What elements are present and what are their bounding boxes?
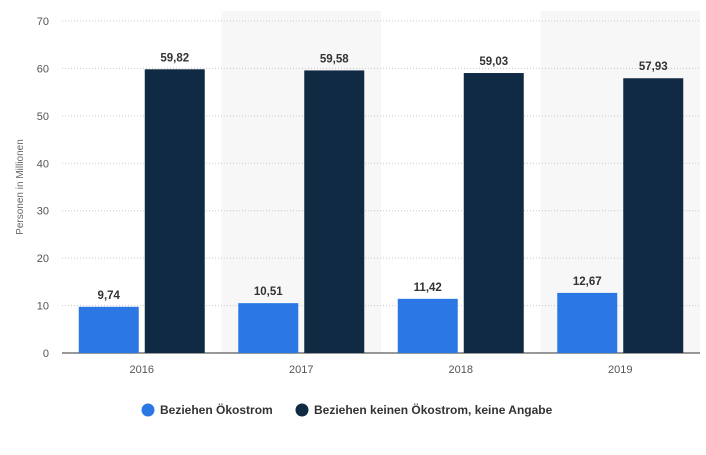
legend-label: Beziehen keinen Ökostrom, keine Angabe xyxy=(314,402,553,417)
y-tick-labels: 0 10 20 30 40 50 60 70 xyxy=(37,16,49,360)
bar-kein-oekostrom-2018 xyxy=(463,73,524,353)
data-label: 59,03 xyxy=(479,56,508,68)
bar-oekostrom-2016 xyxy=(78,306,139,353)
y-tick-label: 40 xyxy=(37,158,49,170)
data-label: 10,51 xyxy=(254,286,283,298)
bars xyxy=(78,69,684,354)
x-tick-labels: 2016 2017 2018 2019 xyxy=(130,364,633,376)
data-label: 57,93 xyxy=(639,61,668,73)
data-label: 12,67 xyxy=(573,276,602,288)
bar-oekostrom-2017 xyxy=(238,303,299,353)
x-tick-label: 2019 xyxy=(608,364,632,376)
x-tick-label: 2017 xyxy=(289,364,313,376)
bar-oekostrom-2018 xyxy=(397,298,458,353)
legend: Beziehen Ökostrom Beziehen keinen Ökostro… xyxy=(141,402,553,417)
y-tick-label: 0 xyxy=(43,348,49,360)
x-tick-label: 2018 xyxy=(449,364,473,376)
y-tick-label: 30 xyxy=(37,206,49,218)
y-tick-label: 70 xyxy=(37,16,49,28)
bar-kein-oekostrom-2017 xyxy=(304,70,365,354)
data-label: 11,42 xyxy=(414,282,442,294)
y-axis-title: Personen in Millionen xyxy=(15,139,26,235)
data-label: 59,58 xyxy=(320,53,349,65)
data-label: 59,82 xyxy=(160,52,189,64)
data-label: 9,74 xyxy=(98,290,121,302)
data-labels: 9,74 59,82 10,51 59,58 11,42 59,03 12,67 57,93 xyxy=(98,52,668,302)
y-tick-label: 20 xyxy=(37,253,49,265)
legend-label: Beziehen Ökostrom xyxy=(160,402,273,417)
bar-oekostrom-2019 xyxy=(557,292,618,353)
x-tick-label: 2016 xyxy=(130,364,154,376)
legend-marker xyxy=(141,403,155,417)
legend-marker xyxy=(295,403,309,417)
y-tick-label: 60 xyxy=(37,63,49,75)
bar-kein-oekostrom-2019 xyxy=(623,78,684,354)
y-tick-label: 10 xyxy=(37,301,49,313)
y-tick-label: 50 xyxy=(37,111,49,123)
bar-kein-oekostrom-2016 xyxy=(144,69,205,353)
